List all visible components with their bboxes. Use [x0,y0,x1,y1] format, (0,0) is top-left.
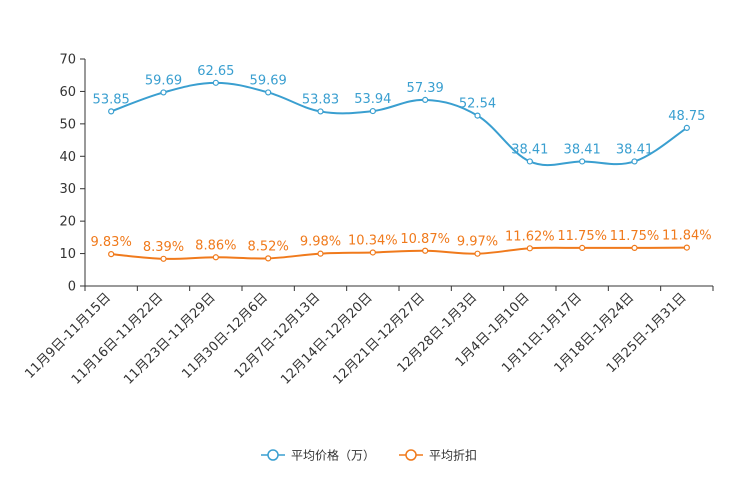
legend-item-avg-discount[interactable]: 平均折扣 [399,448,477,463]
y-tick-label: 40 [59,150,76,165]
data-label: 8.86% [195,238,236,253]
data-point[interactable] [631,158,638,165]
data-point[interactable] [212,254,219,261]
y-tick-label: 50 [59,117,76,132]
y-tick-label: 60 [59,85,76,100]
data-label: 11.75% [610,229,660,244]
data-point[interactable] [422,247,429,254]
data-label: 8.52% [248,239,289,254]
y-tick-label: 30 [59,182,76,197]
x-tick-label: 11月9日-11月15日 [22,290,114,382]
legend-label: 平均折扣 [429,448,477,463]
x-tick-label: 12月14日-12月20日 [278,290,375,387]
data-point[interactable] [265,89,272,96]
data-point[interactable] [526,158,533,165]
data-point[interactable] [369,249,376,256]
data-label: 9.98% [300,235,341,250]
data-point[interactable] [160,89,167,96]
data-label: 9.97% [457,235,498,250]
data-point[interactable] [526,245,533,252]
data-point[interactable] [369,107,376,115]
data-point[interactable] [265,255,272,262]
y-tick-label: 20 [59,215,76,230]
x-axis: 11月9日-11月15日11月16日-11月22日11月23日-11月29日11… [22,285,714,388]
data-label: 59.69 [145,73,182,88]
data-label: 9.83% [91,235,132,250]
data-label: 10.87% [400,232,450,247]
data-label: 11.75% [557,229,607,244]
data-label: 10.34% [348,233,398,248]
series-avg-discount: 9.83% 8.39% 8.86% 8.52% 9.98% 10.34% 10.87% 9.9… [91,229,712,262]
data-point[interactable] [108,108,115,115]
x-tick-label: 12月21日-12月27日 [331,290,428,387]
legend-label: 平均价格（万） [291,448,375,463]
data-point[interactable] [317,108,324,115]
x-tick-label: 11月16日-11月22日 [69,290,166,387]
legend-item-avg-price[interactable]: 平均价格（万） [261,448,375,463]
y-tick-label: 0 [68,280,76,295]
data-point[interactable] [683,244,690,251]
legend-swatch-marker [267,449,279,461]
x-tick-label: 11月23日-11月29日 [121,290,218,387]
data-point[interactable] [212,79,219,86]
data-point[interactable] [422,96,429,103]
y-axis: 0 10 20 30 40 50 60 70 [59,53,86,295]
y-tick-label: 10 [59,247,76,262]
data-label: 8.39% [143,240,184,255]
data-point[interactable] [160,255,167,262]
data-point[interactable] [579,244,586,251]
series-line [110,81,688,167]
series-line [111,246,687,260]
data-point[interactable] [317,250,324,257]
data-point[interactable] [108,251,115,258]
data-label: 57.39 [407,81,444,96]
data-label: 38.41 [511,142,548,157]
data-label: 53.83 [302,92,339,107]
data-label: 62.65 [197,64,234,79]
legend[interactable]: 平均价格（万） 平均折扣 [261,448,477,463]
data-label: 53.94 [354,92,391,107]
data-label: 38.41 [616,142,653,157]
data-point[interactable] [631,244,638,251]
series-layer: 53.85 59.69 62.65 59.69 53.83 53.94 57.39 52.54… [91,64,712,262]
data-label: 52.54 [459,97,496,112]
legend-swatch-marker [405,449,417,461]
data-point[interactable] [474,112,481,119]
data-point[interactable] [579,158,586,165]
data-label: 53.85 [93,92,130,107]
data-point[interactable] [474,250,481,257]
data-label: 11.62% [505,229,555,244]
data-label: 59.69 [250,73,287,88]
data-point[interactable] [683,124,690,132]
y-tick-label: 70 [59,53,76,68]
data-label: 38.41 [564,142,601,157]
data-label: 48.75 [668,109,705,124]
series-avg-price: 53.85 59.69 62.65 59.69 53.83 53.94 57.39 52.54… [93,64,705,167]
data-label: 11.84% [662,229,712,244]
